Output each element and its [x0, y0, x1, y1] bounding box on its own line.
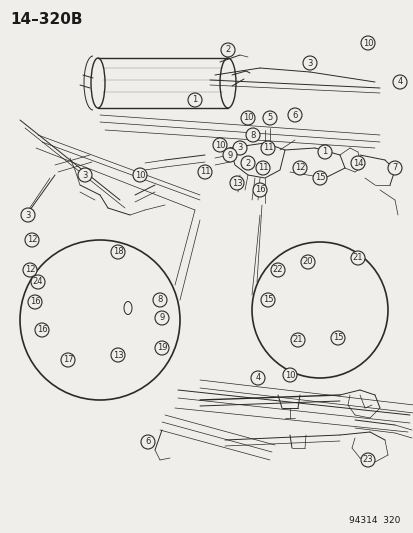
Text: 3: 3: [82, 171, 88, 180]
Circle shape: [240, 111, 254, 125]
Text: 13: 13: [231, 179, 242, 188]
Text: 11: 11: [257, 164, 268, 173]
Text: 10: 10: [242, 114, 253, 123]
Circle shape: [240, 156, 254, 170]
Circle shape: [360, 36, 374, 50]
Circle shape: [20, 240, 180, 400]
Text: 24: 24: [33, 278, 43, 287]
Text: 21: 21: [292, 335, 302, 344]
Text: 16: 16: [37, 326, 47, 335]
Circle shape: [133, 168, 147, 182]
Text: 20: 20: [302, 257, 313, 266]
Text: 21: 21: [352, 254, 362, 262]
Text: 6: 6: [145, 438, 150, 447]
Text: 10: 10: [362, 38, 373, 47]
Circle shape: [350, 251, 364, 265]
Text: 10: 10: [214, 141, 225, 149]
Circle shape: [262, 111, 276, 125]
Text: 10: 10: [134, 171, 145, 180]
Text: 19: 19: [157, 343, 167, 352]
Text: 8: 8: [250, 131, 255, 140]
Circle shape: [250, 371, 264, 385]
Text: 7: 7: [392, 164, 397, 173]
Circle shape: [197, 165, 211, 179]
Text: 17: 17: [62, 356, 73, 365]
Circle shape: [392, 75, 406, 89]
Circle shape: [255, 161, 269, 175]
Circle shape: [233, 141, 247, 155]
Circle shape: [245, 128, 259, 142]
Text: 2: 2: [225, 45, 230, 54]
Circle shape: [23, 263, 37, 277]
Text: 15: 15: [314, 174, 325, 182]
Text: 4: 4: [396, 77, 402, 86]
Text: 4: 4: [255, 374, 260, 383]
Circle shape: [330, 331, 344, 345]
Text: 22: 22: [272, 265, 282, 274]
Text: 2: 2: [245, 158, 250, 167]
Circle shape: [252, 242, 387, 378]
Text: 16: 16: [30, 297, 40, 306]
Circle shape: [252, 183, 266, 197]
Text: 16: 16: [254, 185, 265, 195]
Text: 11: 11: [262, 143, 273, 152]
Text: 23: 23: [362, 456, 373, 464]
Text: 12: 12: [25, 265, 35, 274]
Circle shape: [28, 295, 42, 309]
Text: 14: 14: [352, 158, 362, 167]
Text: 94314  320: 94314 320: [348, 516, 399, 525]
Circle shape: [317, 145, 331, 159]
Circle shape: [154, 341, 169, 355]
Text: 14–320B: 14–320B: [10, 12, 82, 27]
Text: 13: 13: [112, 351, 123, 359]
Circle shape: [282, 368, 296, 382]
Circle shape: [260, 293, 274, 307]
Circle shape: [290, 333, 304, 347]
Circle shape: [35, 323, 49, 337]
Circle shape: [387, 161, 401, 175]
Circle shape: [223, 148, 236, 162]
Circle shape: [292, 161, 306, 175]
Text: 6: 6: [292, 110, 297, 119]
Circle shape: [78, 168, 92, 182]
Text: 10: 10: [284, 370, 294, 379]
Circle shape: [153, 293, 166, 307]
Circle shape: [111, 348, 125, 362]
Text: 18: 18: [112, 247, 123, 256]
Circle shape: [21, 208, 35, 222]
Text: 3: 3: [237, 143, 242, 152]
Circle shape: [287, 108, 301, 122]
Text: 11: 11: [199, 167, 210, 176]
Text: 5: 5: [267, 114, 272, 123]
Text: 15: 15: [262, 295, 273, 304]
Text: 12: 12: [294, 164, 304, 173]
Circle shape: [154, 311, 169, 325]
Circle shape: [300, 255, 314, 269]
Circle shape: [61, 353, 75, 367]
Circle shape: [25, 233, 39, 247]
Circle shape: [271, 263, 284, 277]
Text: 1: 1: [192, 95, 197, 104]
Text: 9: 9: [227, 150, 232, 159]
Circle shape: [350, 156, 364, 170]
Text: 12: 12: [27, 236, 37, 245]
Text: 1: 1: [322, 148, 327, 157]
Text: 3: 3: [25, 211, 31, 220]
Circle shape: [221, 43, 235, 57]
Text: 3: 3: [306, 59, 312, 68]
Circle shape: [141, 435, 154, 449]
Circle shape: [188, 93, 202, 107]
Circle shape: [212, 138, 226, 152]
Text: 8: 8: [157, 295, 162, 304]
Circle shape: [312, 171, 326, 185]
Text: 15: 15: [332, 334, 342, 343]
Circle shape: [260, 141, 274, 155]
Circle shape: [230, 176, 243, 190]
Circle shape: [302, 56, 316, 70]
Text: 9: 9: [159, 313, 164, 322]
Circle shape: [31, 275, 45, 289]
Circle shape: [111, 245, 125, 259]
Circle shape: [360, 453, 374, 467]
